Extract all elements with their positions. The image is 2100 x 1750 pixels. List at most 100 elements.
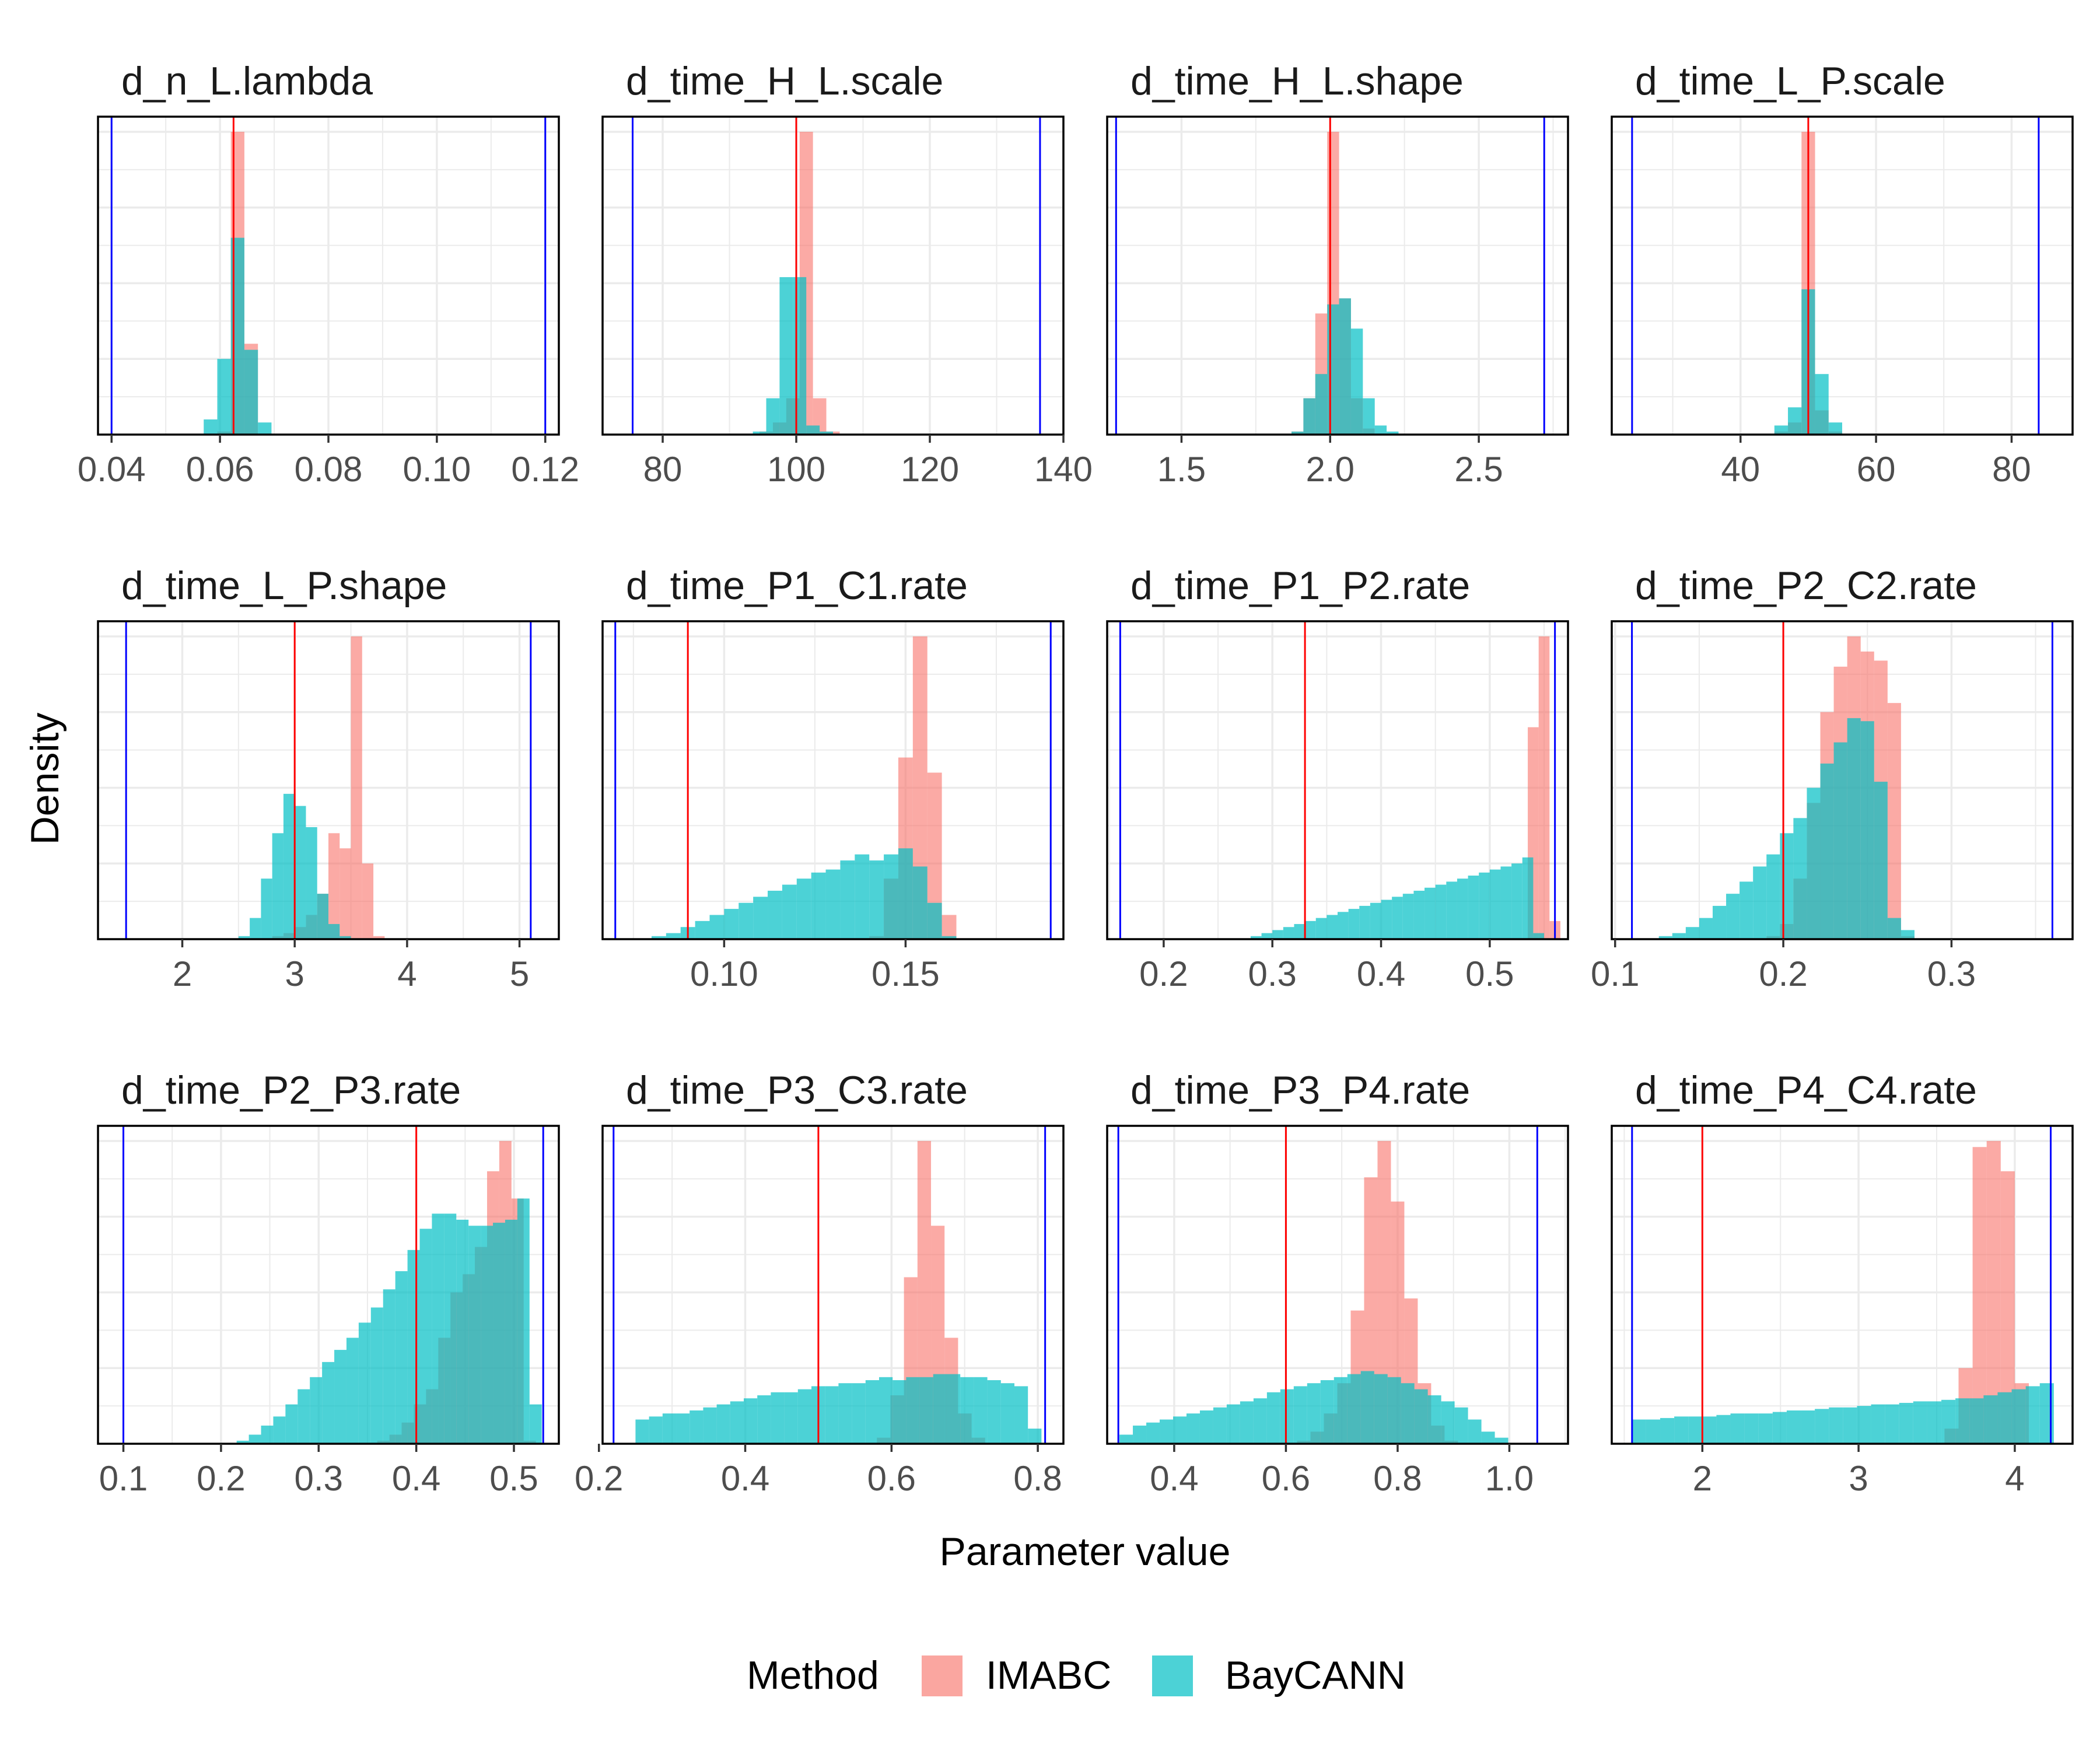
x-axis: 40 60 80	[1721, 435, 2031, 489]
baycann-histogram-bar	[1424, 887, 1436, 939]
x-tick-label: 60	[1857, 450, 1896, 489]
histogram-bars	[1658, 636, 1915, 939]
facet-panel: d_time_P3_P4.rate 0.4 0.6 0.8 1.0	[1106, 1068, 1569, 1498]
panel-border	[601, 1125, 1065, 1445]
x-tick-label: 0.2	[1139, 954, 1188, 993]
baycann-histogram-bar	[1758, 1413, 1773, 1444]
facet-panel: d_time_P2_P3.rate 0.1 0.2 0.3 0.4 0.5	[97, 1068, 560, 1498]
x-axis: 0.1 0.2 0.3 0.4 0.5	[99, 1444, 538, 1498]
x-tick-label: 0.1	[99, 1459, 148, 1498]
imabc-histogram-bar	[942, 915, 957, 939]
baycann-histogram-bar	[328, 924, 340, 939]
x-tick-label: 0.10	[402, 450, 471, 489]
baycann-histogram-bar	[529, 1404, 542, 1444]
baycann-histogram-bar	[1307, 1383, 1321, 1444]
facet-panel: d_time_L_P.scale 40 60 80	[1611, 59, 2074, 489]
panel-title: d_time_P1_C1.rate	[626, 564, 968, 608]
x-tick-label: 0.6	[1262, 1459, 1310, 1498]
baycann-histogram-bar	[1646, 1419, 1661, 1444]
panel-grid	[603, 117, 1063, 435]
panel-border	[1106, 1125, 1569, 1445]
imabc-histogram-bar	[1887, 703, 1901, 939]
baycann-histogram-bar	[250, 918, 261, 939]
baycann-histogram-bar	[419, 1228, 432, 1444]
baycann-histogram-bar	[730, 1401, 744, 1444]
baycann-histogram-bar	[1360, 1371, 1374, 1444]
baycann-histogram-bar	[334, 1350, 346, 1444]
reference-lines	[123, 1126, 544, 1444]
baycann-histogram-bar	[1146, 1422, 1160, 1444]
reference-lines	[1631, 117, 2040, 435]
baycann-histogram-bar	[1780, 833, 1794, 939]
x-tick-label: 0.08	[295, 450, 363, 489]
x-tick-label: 0.5	[489, 1459, 538, 1498]
baycann-histogram-bar	[1632, 1419, 1646, 1444]
baycann-histogram-bar	[1266, 1392, 1280, 1444]
x-axis: 0.2 0.3 0.4 0.5	[1139, 939, 1514, 993]
baycann-histogram-bar	[1226, 1404, 1240, 1444]
y-axis-title: Density	[23, 713, 67, 845]
baycann-histogram-bar	[974, 1377, 988, 1444]
facet-panel: d_time_P3_C3.rate 0.2 0.4 0.6 0.8	[575, 1068, 1065, 1498]
facet-panel: d_time_P4_C4.rate 2 3 4	[1611, 1068, 2074, 1498]
baycann-histogram-bar	[1740, 881, 1754, 939]
baycann-histogram-bar	[1283, 927, 1294, 939]
panel-title: d_time_H_L.scale	[626, 59, 943, 103]
baycann-histogram-bar	[752, 431, 766, 435]
reference-lines	[632, 117, 1041, 435]
x-tick-label: 40	[1721, 450, 1760, 489]
baycann-histogram-bar	[1843, 1407, 1857, 1444]
x-axis: 0.2 0.4 0.6 0.8	[575, 1444, 1062, 1498]
x-tick-label: 3	[1849, 1459, 1868, 1498]
baycann-histogram-bar	[1927, 1401, 1942, 1444]
legend-label-baycann: BayCANN	[1225, 1653, 1406, 1698]
x-axis: 0.04 0.06 0.08 0.10 0.12	[78, 435, 579, 489]
baycann-histogram-bar	[852, 1383, 866, 1444]
baycann-histogram-bar	[204, 419, 218, 435]
baycann-histogram-bar	[1172, 1416, 1186, 1444]
baycann-histogram-bar	[1392, 897, 1403, 939]
baycann-histogram-bar	[1387, 431, 1399, 435]
panel-border	[1611, 620, 2074, 940]
baycann-histogram-bar	[407, 1250, 420, 1444]
baycann-histogram-bar	[1828, 422, 1842, 435]
baycann-histogram-bar	[217, 359, 231, 435]
baycann-histogram-bar	[1414, 1389, 1428, 1444]
baycann-histogram-bar	[1292, 431, 1304, 435]
baycann-histogram-bar	[666, 933, 681, 939]
panel-title: d_time_P1_P2.rate	[1130, 564, 1470, 608]
baycann-histogram-bar	[1000, 1383, 1014, 1444]
baycann-histogram-bar	[432, 1213, 444, 1444]
baycann-histogram-bar	[724, 909, 739, 939]
histogram-bars	[236, 1140, 542, 1444]
imabc-histogram-bar	[1377, 1140, 1391, 1444]
baycann-histogram-bar	[1901, 930, 1915, 939]
baycann-histogram-bar	[1468, 876, 1479, 939]
histogram-bars	[1119, 1140, 1508, 1444]
panel-title: d_time_P2_P3.rate	[121, 1068, 461, 1112]
baycann-histogram-bar	[1294, 924, 1306, 939]
imabc-histogram-bar	[328, 833, 340, 939]
baycann-histogram-bar	[892, 1380, 907, 1444]
panel-border	[601, 116, 1065, 436]
panel-border	[1611, 1125, 2074, 1445]
legend-swatch-imabc	[922, 1656, 963, 1696]
x-tick-label: 0.10	[690, 954, 758, 993]
baycann-histogram-bar	[1793, 818, 1807, 939]
baycann-histogram-bar	[1186, 1413, 1200, 1444]
baycann-histogram-bar	[912, 866, 928, 939]
baycann-histogram-bar	[285, 1404, 298, 1444]
x-axis: 0.10 0.15	[690, 939, 940, 993]
x-tick-label: 0.3	[295, 1459, 343, 1498]
baycann-histogram-bar	[2025, 1386, 2040, 1444]
x-tick-label: 5	[510, 954, 529, 993]
imabc-histogram-bar	[340, 848, 351, 939]
baycann-histogram-bar	[1280, 1389, 1294, 1444]
baycann-histogram-bar	[1402, 894, 1414, 939]
baycann-histogram-bar	[779, 277, 793, 435]
baycann-histogram-bar	[1014, 1386, 1028, 1444]
baycann-histogram-bar	[709, 915, 724, 939]
panel-border	[1106, 620, 1569, 940]
baycann-histogram-bar	[1658, 936, 1672, 939]
x-tick-label: 0.6	[867, 1459, 916, 1498]
